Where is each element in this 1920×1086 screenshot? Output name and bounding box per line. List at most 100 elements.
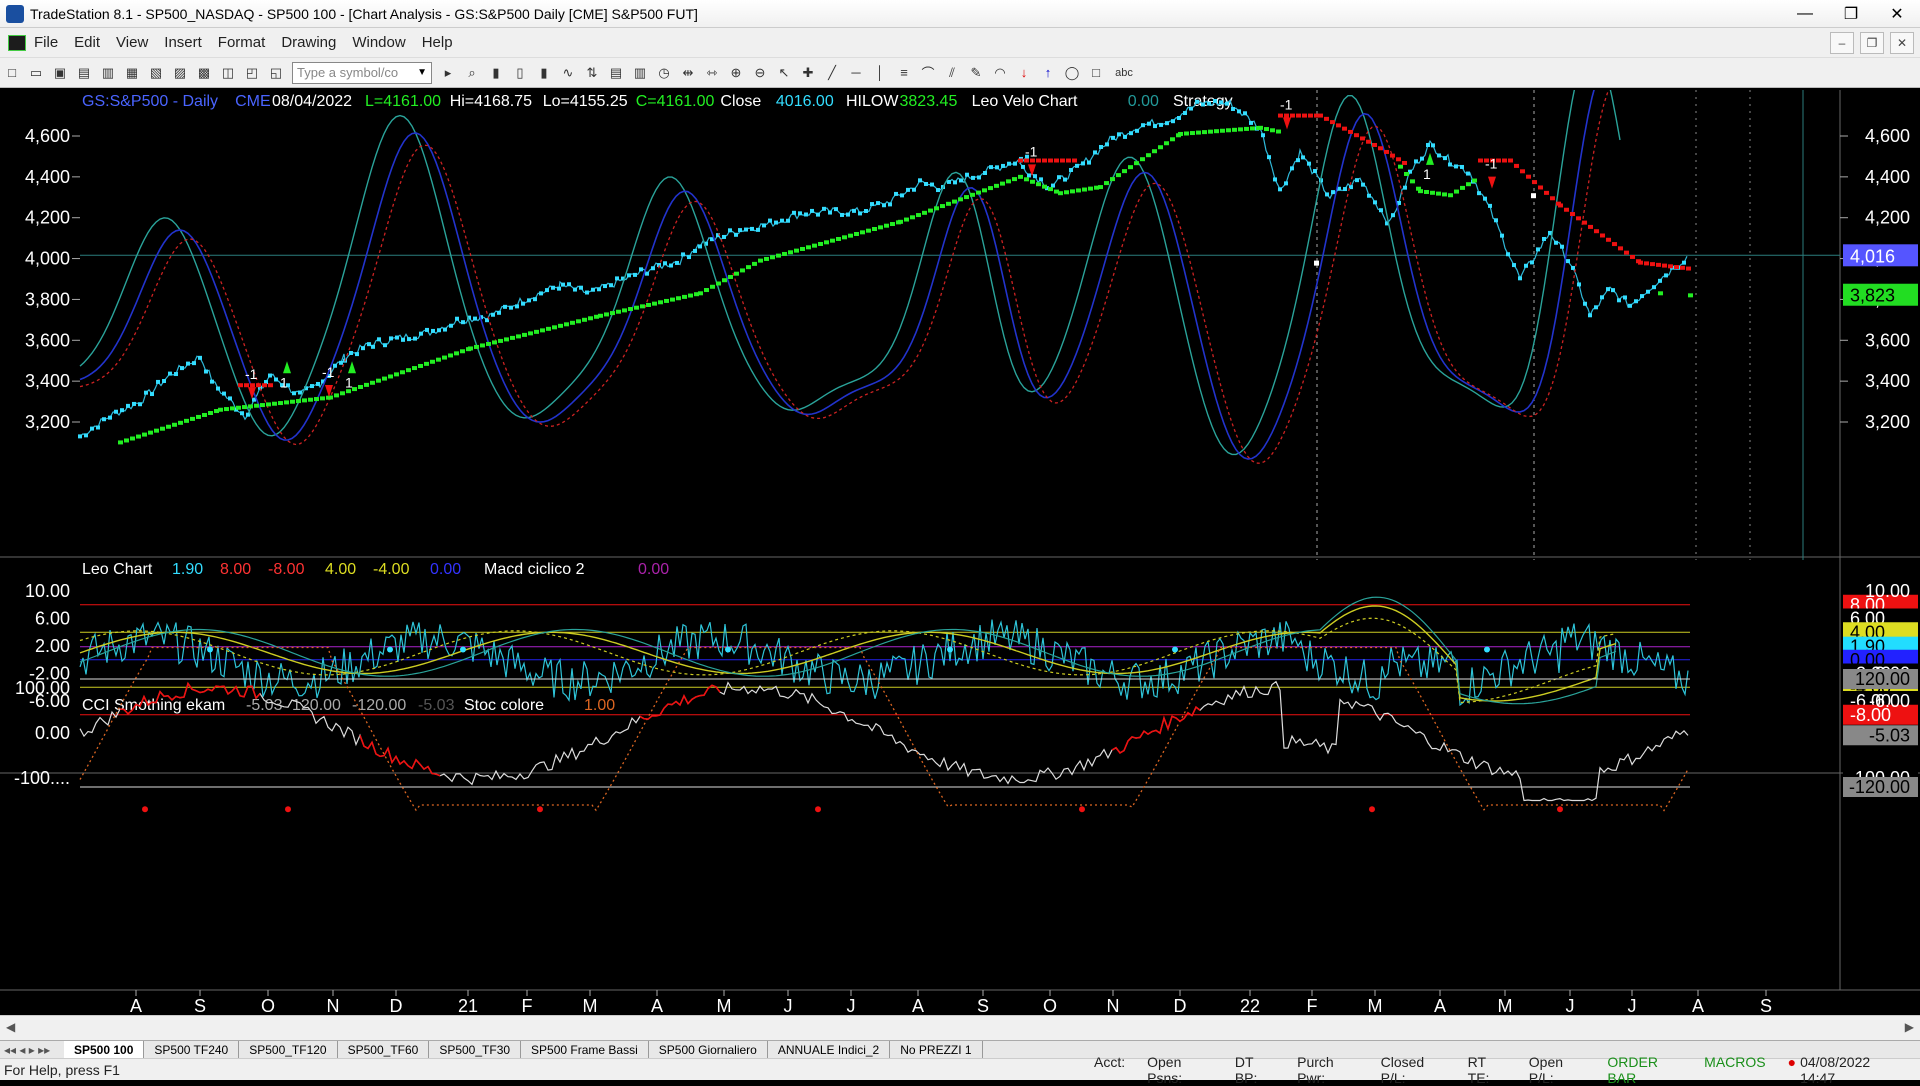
price-dot <box>1165 121 1169 126</box>
arrow-up-icon[interactable]: ↑ <box>1044 65 1052 80</box>
menu-format[interactable]: Format <box>217 34 266 51</box>
support-dot <box>1042 184 1047 189</box>
horizontal-scrollbar[interactable]: ◀ ▶ <box>0 1015 1920 1040</box>
optionstation-icon[interactable]: ◰ <box>245 64 259 80</box>
child-restore-button[interactable]: ❐ <box>1860 32 1884 54</box>
support-dot <box>676 296 681 301</box>
channel-icon[interactable]: ⫽ <box>949 64 955 80</box>
gann-icon[interactable]: ⌒ <box>921 66 935 81</box>
price-dot <box>627 273 631 278</box>
symbol-dropdown-icon[interactable]: ▼ <box>417 67 427 78</box>
line-chart-icon[interactable]: ▯ <box>516 64 524 80</box>
vertical-line-icon[interactable]: │ <box>875 65 885 80</box>
matrix-icon[interactable]: ◫ <box>221 64 235 80</box>
indicator-icon[interactable]: ∿ <box>562 64 574 80</box>
fibonacci-icon[interactable]: ≡ <box>900 65 908 80</box>
open-icon[interactable]: ▭ <box>29 64 43 80</box>
print-icon[interactable]: ▦ <box>125 64 139 80</box>
menu-file[interactable]: File <box>34 34 59 51</box>
cursor-icon[interactable]: ↖ <box>778 64 790 80</box>
compress-icon[interactable]: ⇹ <box>682 64 694 80</box>
tab-sp500-giornaliero[interactable]: SP500 Giornaliero <box>649 1040 768 1059</box>
format-icon[interactable]: ▥ <box>633 64 647 80</box>
horizontal-line-icon[interactable]: ─ <box>851 65 861 80</box>
new-icon[interactable]: □ <box>8 65 16 80</box>
price-dot <box>1075 163 1079 168</box>
go-arrow-icon[interactable]: ▸ <box>444 64 452 80</box>
menu-help[interactable]: Help <box>421 34 453 51</box>
window-title: TradeStation 8.1 - SP500_NASDAQ - SP500 … <box>30 5 698 22</box>
price-dot <box>222 391 226 396</box>
resistance-dot <box>1674 265 1679 270</box>
cci-axis-label: 100.00 <box>15 678 70 698</box>
order-bar-button[interactable]: ORDER BAR <box>1607 1053 1658 1086</box>
symbol-input[interactable]: Type a symbol/co ▼ <box>292 61 432 84</box>
scanner-icon[interactable]: ▩ <box>197 64 211 80</box>
zoom-in-icon[interactable]: ⊕ <box>730 64 742 80</box>
tab-no-prezzi[interactable]: No PREZZI 1 <box>890 1040 983 1059</box>
tab-annuale-indici[interactable]: ANNUALE Indici_2 <box>768 1040 891 1059</box>
scroll-left-icon[interactable]: ◀ <box>6 1020 16 1034</box>
support-dot <box>916 213 921 218</box>
support-dot <box>1244 126 1249 131</box>
pencil-icon[interactable]: ✎ <box>970 64 982 80</box>
menu-view[interactable]: View <box>116 34 149 51</box>
chart-analysis-window[interactable]: GS:S&P500 - Daily CME 08/04/2022 L=4161.00 H… <box>0 90 1920 1015</box>
workspace-icon[interactable]: ▤ <box>77 64 91 80</box>
ellipse-icon[interactable]: ◯ <box>1064 64 1080 80</box>
chart-canvas[interactable]: GS:S&P500 - Daily CME 08/04/2022 L=4161.00 H… <box>0 90 1920 1015</box>
menu-insert[interactable]: Insert <box>164 34 202 51</box>
arc-icon[interactable]: ◠ <box>994 64 1006 80</box>
macros-button[interactable]: MACROS <box>1704 1053 1766 1070</box>
menu-window[interactable]: Window <box>352 34 406 51</box>
zoom-out-icon[interactable]: ⊖ <box>754 64 766 80</box>
trendline-icon[interactable]: ╱ <box>828 64 836 80</box>
menu-drawing[interactable]: Drawing <box>281 34 337 51</box>
save-icon[interactable]: ▥ <box>101 64 115 80</box>
open-workspace-icon[interactable]: ▣ <box>53 64 67 80</box>
price-dot <box>1290 166 1294 171</box>
support-dot <box>208 411 213 416</box>
radar-icon[interactable]: ▨ <box>173 64 187 80</box>
tab-sp500-frame-bassi[interactable]: SP500 Frame Bassi <box>521 1040 649 1059</box>
price-dot <box>786 218 790 223</box>
tab-sp500-tf240[interactable]: SP500 TF240 <box>144 1040 240 1059</box>
symbol-lookup-icon[interactable]: ⌕ <box>468 64 476 80</box>
arrow-down-icon[interactable]: ↓ <box>1020 65 1028 80</box>
strategy-icon[interactable]: ⇅ <box>586 64 598 80</box>
rectangle-icon[interactable]: □ <box>1092 65 1100 80</box>
child-minimize-button[interactable]: – <box>1830 32 1854 54</box>
scroll-right-icon[interactable]: ▶ <box>1904 1020 1914 1034</box>
tab-navigation[interactable]: ◂◂ ◂ ▸ ▸▸ <box>4 1042 51 1057</box>
close-button[interactable]: ✕ <box>1890 6 1904 23</box>
chart-window-icon[interactable] <box>8 34 26 51</box>
price-dot <box>497 310 501 315</box>
support-dot <box>988 186 993 191</box>
menu-edit[interactable]: Edit <box>74 34 101 51</box>
support-dot <box>964 195 969 200</box>
tab-sp500-tf60[interactable]: SP500_TF60 <box>338 1040 430 1059</box>
support-dot <box>272 401 277 406</box>
price-axis-label: 3,400 <box>1865 371 1910 391</box>
tab-sp500-tf30[interactable]: SP500_TF30 <box>429 1040 522 1059</box>
data-window-icon[interactable]: ▤ <box>609 64 623 80</box>
minimize-button[interactable]: — <box>1797 5 1813 22</box>
resistance-dot <box>1314 113 1319 118</box>
timeframe-icon[interactable]: ◷ <box>658 64 670 80</box>
support-dot <box>616 309 621 314</box>
portfolio-icon[interactable]: ◱ <box>269 64 283 80</box>
support-dot <box>284 400 289 405</box>
expand-icon[interactable]: ⇿ <box>706 64 718 80</box>
resistance-dot <box>1564 207 1569 212</box>
child-close-button[interactable]: ✕ <box>1890 32 1914 54</box>
support-dot <box>952 199 957 204</box>
chart-icon[interactable]: ▧ <box>149 64 163 80</box>
crosshair-icon[interactable]: ✚ <box>802 64 814 80</box>
candlestick-icon[interactable]: ▮ <box>540 64 548 80</box>
bar-chart-icon[interactable]: ▮ <box>492 64 500 80</box>
tab-sp500-100[interactable]: SP500 100 <box>64 1040 145 1059</box>
price-dot <box>858 211 862 216</box>
maximize-button[interactable]: ❐ <box>1843 6 1859 23</box>
tab-sp500-tf120[interactable]: SP500_TF120 <box>239 1040 338 1059</box>
text-tool-icon[interactable]: abc <box>1115 66 1133 79</box>
